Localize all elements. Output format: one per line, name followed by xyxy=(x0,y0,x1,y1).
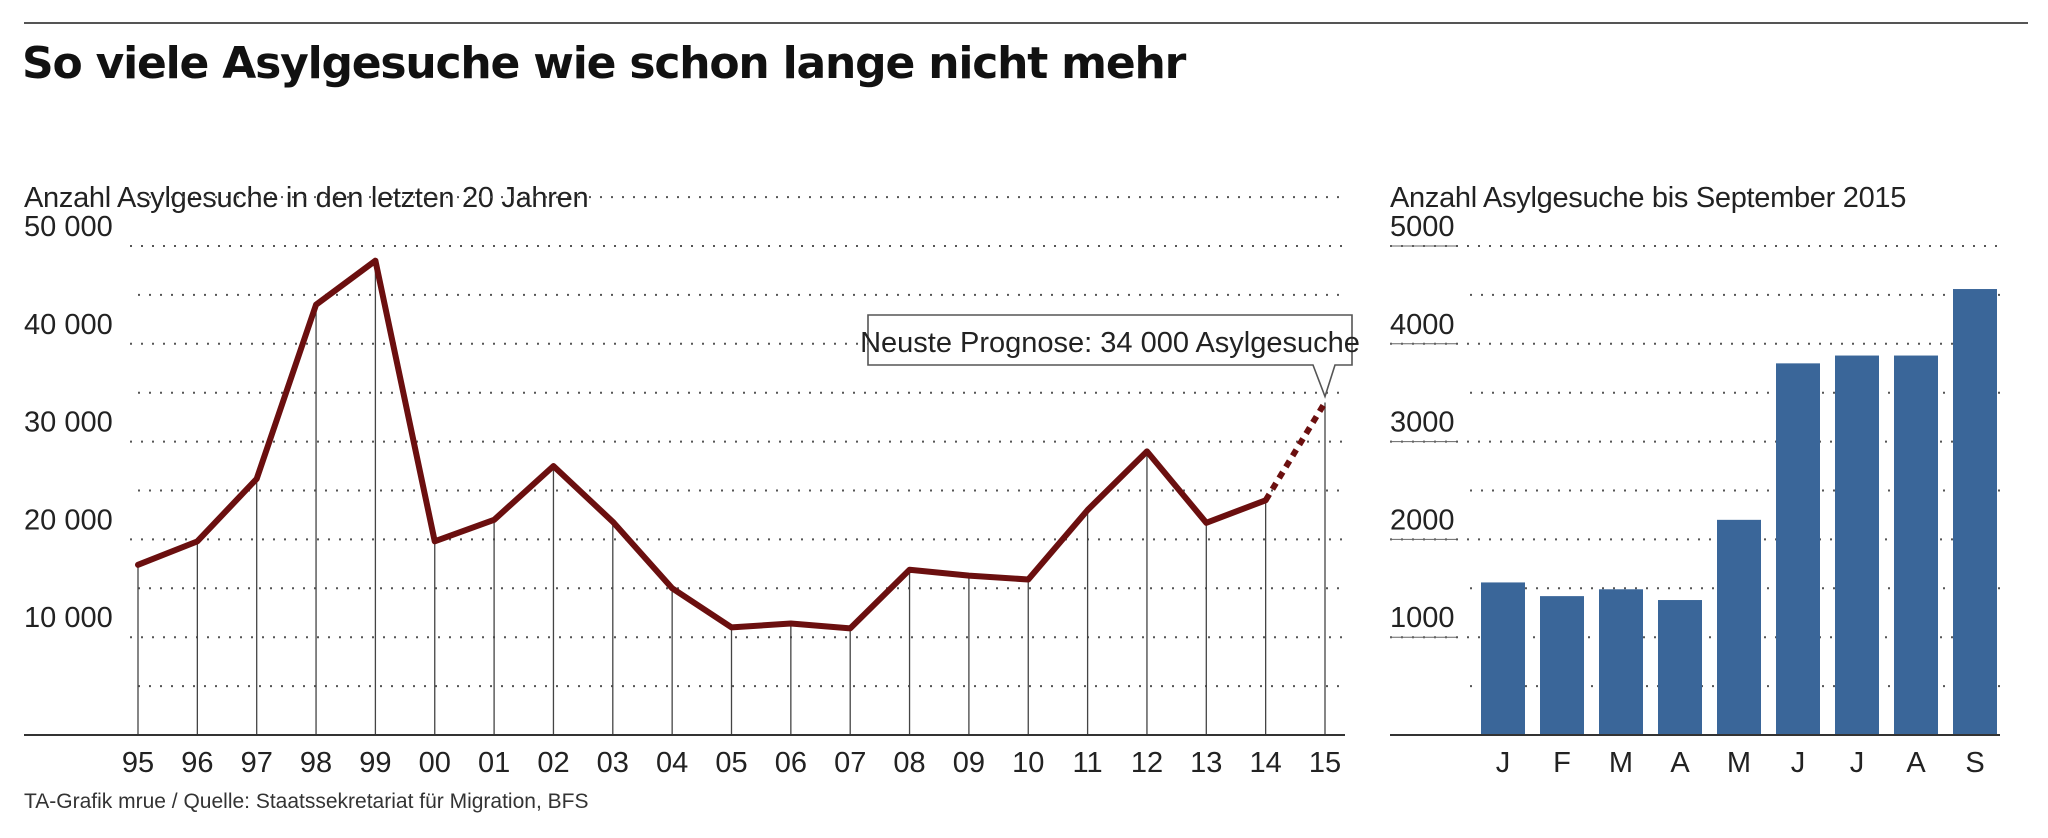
line-chart-xtick-label: 04 xyxy=(656,747,688,779)
line-chart-xtick-label: 03 xyxy=(597,747,629,779)
bar-6 xyxy=(1776,363,1820,735)
bar-chart-xtick-label: J xyxy=(1791,747,1806,779)
bar-5 xyxy=(1717,519,1761,735)
bar-2 xyxy=(1540,596,1584,735)
line-chart-xtick-label: 97 xyxy=(241,747,273,779)
line-chart-ytick-label: 10 000 xyxy=(24,602,113,634)
line-chart-xtick-label: 98 xyxy=(300,747,332,779)
bar-1 xyxy=(1481,582,1525,735)
line-series-actual xyxy=(135,257,1269,632)
line-chart-xtick-label: 08 xyxy=(893,747,925,779)
bar-chart-xtick-label: J xyxy=(1496,747,1511,779)
line-chart-ytick-label: 40 000 xyxy=(24,309,113,341)
line-chart-xtick-label: 15 xyxy=(1309,747,1341,779)
line-chart-xtick-label: 00 xyxy=(419,747,451,779)
line-chart-xtick-label: 07 xyxy=(834,747,866,779)
line-series-forecast xyxy=(1263,400,1328,502)
bar-chart-xtick-label: F xyxy=(1553,747,1571,779)
bar-chart: 1000 2000 3000 4000 5000 J F M A M J J A S xyxy=(1390,211,2000,779)
line-chart-xtick-label: 01 xyxy=(478,747,510,779)
bar-chart-xtick-label: J xyxy=(1850,747,1865,779)
bar-chart-ytick-label: 1000 xyxy=(1390,602,1455,634)
top-rule xyxy=(24,22,2028,24)
line-chart-title: Anzahl Asylgesuche in den letzten 20 Jah… xyxy=(24,182,589,214)
line-chart-ytick-label: 30 000 xyxy=(24,407,113,439)
bar-chart-xtick-label: A xyxy=(1670,747,1690,779)
bar-7 xyxy=(1835,355,1879,735)
line-chart-xtick-label: 10 xyxy=(1012,747,1044,779)
bar-chart-xtick-label: S xyxy=(1965,747,1984,779)
bar-chart-ytick-label: 2000 xyxy=(1390,504,1455,536)
bar-chart-xtick-label: A xyxy=(1906,747,1926,779)
bar-chart-ytick-label: 3000 xyxy=(1390,407,1455,439)
bar-4 xyxy=(1658,600,1702,735)
bar-3 xyxy=(1599,589,1643,735)
bar-chart-title: Anzahl Asylgesuche bis September 2015 xyxy=(1390,182,1907,214)
bar-chart-xtick-label: M xyxy=(1609,747,1633,779)
line-chart-xtick-label: 12 xyxy=(1131,747,1163,779)
line-chart-xtick-label: 09 xyxy=(953,747,985,779)
line-chart-xtick-label: 96 xyxy=(181,747,213,779)
line-chart-xtick-label: 05 xyxy=(715,747,747,779)
line-chart-xtick-label: 06 xyxy=(775,747,807,779)
line-chart-xtick-label: 95 xyxy=(122,747,154,779)
line-chart: 10 000 20 000 30 000 40 000 50 000 95 96 97 98 99… xyxy=(24,196,1360,779)
forecast-callout-label: Neuste Prognose: 34 000 Asylgesuche xyxy=(860,327,1360,359)
forecast-callout-box xyxy=(867,314,1353,399)
bar-9 xyxy=(1953,289,1997,735)
line-chart-xtick-label: 14 xyxy=(1250,747,1282,779)
source-footer: TA-Grafik mrue / Quelle: Staatssekretari… xyxy=(24,790,589,813)
line-chart-xtick-label: 13 xyxy=(1190,747,1222,779)
line-chart-ytick-label: 50 000 xyxy=(24,211,113,243)
bar-8 xyxy=(1894,355,1938,735)
line-chart-ytick-label: 20 000 xyxy=(24,504,113,536)
line-chart-xtick-label: 02 xyxy=(537,747,569,779)
line-chart-xtick-label: 99 xyxy=(359,747,391,779)
bar-chart-xtick-label: M xyxy=(1727,747,1751,779)
line-chart-xtick-label: 11 xyxy=(1073,747,1103,779)
bar-chart-ytick-label: 4000 xyxy=(1390,309,1455,341)
bar-chart-ytick-label: 5000 xyxy=(1390,211,1455,243)
page-title: So viele Asylgesuche wie schon lange nic… xyxy=(22,38,1186,89)
